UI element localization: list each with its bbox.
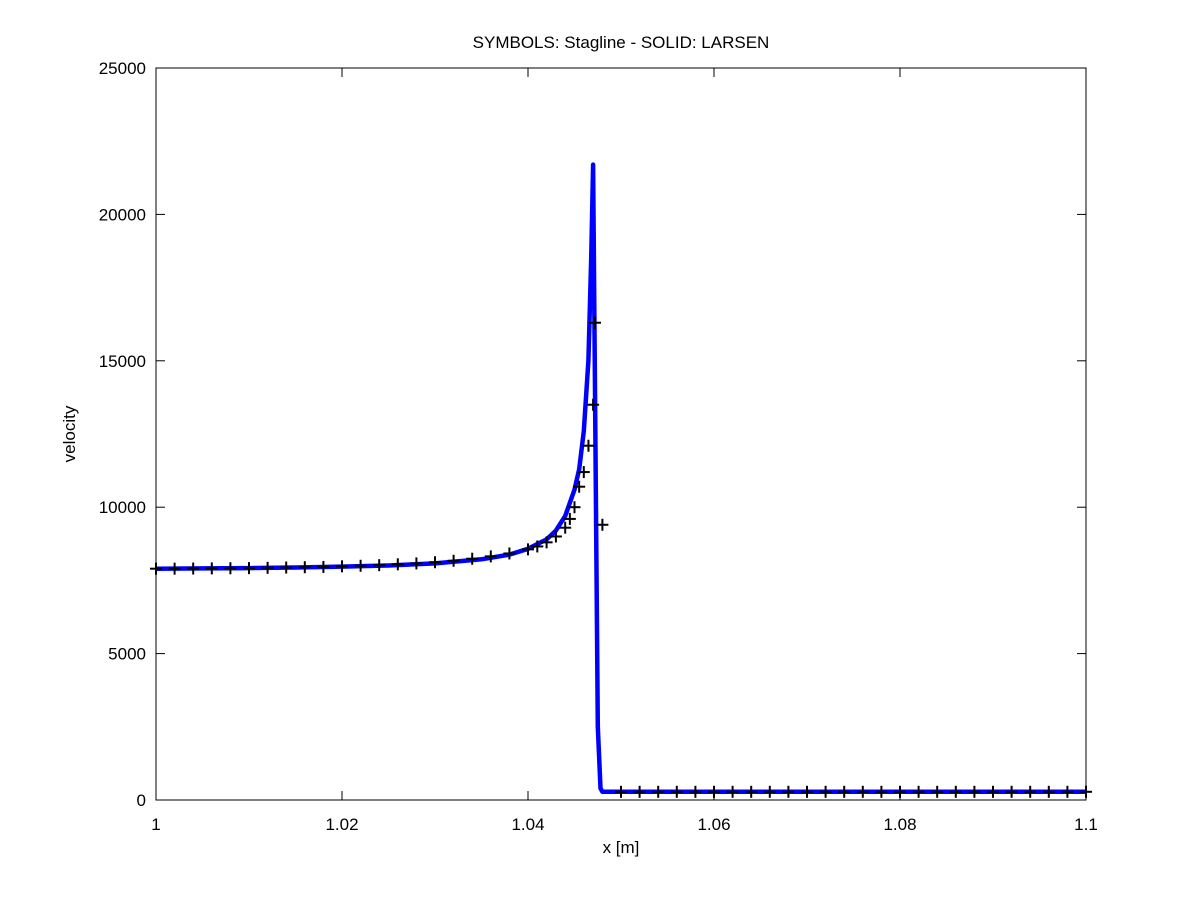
data-point-marker [205, 562, 218, 575]
data-point-marker [410, 557, 423, 570]
x-tick-label: 1.04 [511, 815, 544, 834]
data-point-marker [801, 785, 813, 798]
x-tick-labels: 1 1.02 1.04 1.06 1.08 1.1 [151, 815, 1098, 834]
data-point-marker [573, 480, 586, 493]
data-point-marker [1080, 785, 1092, 798]
data-point-marker [373, 559, 386, 572]
data-point-marker [652, 785, 665, 798]
data-point-marker [336, 560, 348, 573]
data-point-marker [224, 562, 237, 575]
x-tick-label: 1 [151, 815, 160, 834]
series-markers-stagline [150, 316, 1092, 798]
data-point-marker [968, 785, 981, 798]
data-point-marker [875, 785, 888, 798]
data-point-marker [708, 785, 720, 798]
data-point-marker [1061, 785, 1074, 798]
data-point-marker [466, 552, 479, 565]
data-point-marker [549, 530, 562, 543]
x-tick-label: 1.08 [883, 815, 916, 834]
y-axis-label: velocity [60, 405, 79, 462]
x-axis-label: x [m] [603, 838, 640, 857]
data-point-marker [912, 785, 925, 798]
y-tick-label: 0 [137, 791, 146, 810]
data-point-marker [280, 561, 293, 574]
data-point-marker [582, 439, 595, 452]
data-point-marker [633, 785, 646, 798]
data-point-marker [1042, 785, 1055, 798]
data-point-marker [563, 512, 576, 525]
chart-title: SYMBOLS: Stagline - SOLID: LARSEN [473, 33, 770, 52]
data-point-marker [391, 558, 404, 571]
plot-area-frame [155, 67, 1087, 801]
data-point-marker [243, 562, 255, 575]
series-line-larsen [155, 162, 1086, 795]
axis-ticks [155, 67, 1087, 801]
data-point-marker [540, 536, 553, 549]
data-point-marker [187, 562, 200, 575]
data-point-marker [689, 785, 702, 798]
x-tick-label: 1.02 [325, 815, 358, 834]
y-tick-labels: 0 5000 10000 15000 20000 25000 [99, 59, 146, 810]
data-point-marker [894, 785, 906, 798]
data-point-marker [559, 521, 572, 534]
data-point-marker [819, 785, 832, 798]
x-tick-label: 1.06 [697, 815, 730, 834]
data-point-marker [745, 785, 758, 798]
data-point-marker [987, 785, 999, 798]
data-point-marker [596, 518, 609, 531]
y-tick-label: 5000 [108, 645, 146, 664]
y-tick-label: 25000 [99, 59, 146, 78]
data-point-marker [1005, 785, 1018, 798]
data-point-marker [531, 540, 544, 553]
data-point-marker [670, 785, 683, 798]
data-point-marker [931, 785, 944, 798]
data-point-marker [522, 543, 534, 556]
data-point-marker [782, 785, 795, 798]
data-point-marker [447, 554, 460, 567]
data-point-marker [949, 785, 962, 798]
data-point-marker [856, 785, 869, 798]
data-point-marker [168, 562, 181, 575]
y-tick-label: 20000 [99, 205, 146, 224]
data-point-marker [763, 785, 776, 798]
data-point-marker [615, 785, 627, 798]
data-point-marker [588, 316, 601, 329]
data-point-marker [261, 561, 274, 574]
data-point-marker [1024, 785, 1037, 798]
data-point-marker [568, 501, 581, 514]
data-point-marker [838, 785, 851, 798]
data-point-marker [354, 559, 367, 572]
y-tick-label: 10000 [99, 498, 146, 517]
data-point-marker [726, 785, 739, 798]
data-point-marker [298, 561, 311, 574]
data-point-marker [317, 560, 330, 573]
data-point-marker [484, 550, 497, 563]
y-tick-label: 15000 [99, 352, 146, 371]
data-point-marker [429, 556, 441, 569]
x-tick-label: 1.1 [1074, 815, 1098, 834]
data-point-marker [150, 562, 162, 575]
series-layer [150, 162, 1092, 798]
data-point-marker [503, 547, 516, 560]
data-point-marker [587, 398, 600, 411]
data-point-marker [577, 466, 590, 479]
